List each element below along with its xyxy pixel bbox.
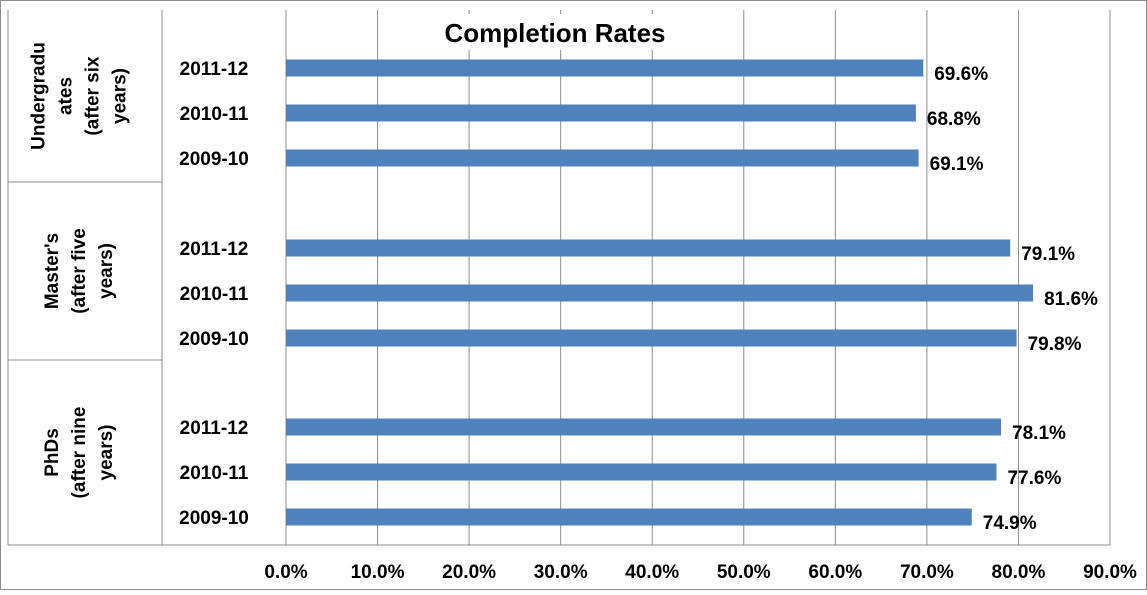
data-label: 69.1% <box>930 154 984 175</box>
category-label: 2010-11 <box>180 104 249 125</box>
x-tick-label: 60.0% <box>808 562 862 583</box>
category-label: 2011-12 <box>180 239 249 260</box>
group-label: years) <box>96 243 117 299</box>
bar <box>286 508 972 526</box>
x-tick-label: 70.0% <box>900 562 954 583</box>
category-label: 2009-10 <box>179 149 249 170</box>
x-tick-label: 30.0% <box>534 562 588 583</box>
x-tick-label: 80.0% <box>992 562 1046 583</box>
category-label: 2010-11 <box>180 284 249 305</box>
category-label: 2009-10 <box>179 508 249 529</box>
x-tick-label: 90.0% <box>1083 562 1137 583</box>
data-label: 81.6% <box>1044 289 1098 310</box>
data-label: 79.1% <box>1021 244 1075 265</box>
bar <box>286 59 924 77</box>
title-area: Completion Rates <box>407 14 703 50</box>
bar <box>286 149 919 167</box>
group-label: (after nine <box>69 407 90 499</box>
group-label: years) <box>96 425 117 481</box>
bars <box>286 59 1034 526</box>
data-label: 74.9% <box>983 513 1037 534</box>
category-label: 2009-10 <box>179 329 249 350</box>
category-label: 2011-12 <box>180 59 249 80</box>
group-label: PhDs <box>42 428 63 477</box>
bar <box>286 239 1011 257</box>
category-frame <box>7 10 1110 546</box>
data-label: 77.6% <box>1007 468 1061 489</box>
x-tick-label: 40.0% <box>625 562 679 583</box>
chart-title: Completion Rates <box>444 18 665 48</box>
bar <box>286 284 1034 302</box>
bar <box>286 329 1017 347</box>
category-label: 2010-11 <box>180 463 249 484</box>
data-label: 68.8% <box>927 109 981 130</box>
x-tick-label: 50.0% <box>717 562 771 583</box>
group-label: years) <box>110 68 131 124</box>
data-label: 69.6% <box>934 64 988 85</box>
data-label: 78.1% <box>1012 423 1066 444</box>
x-tick-label: 10.0% <box>351 562 405 583</box>
group-label: Master's <box>42 233 63 309</box>
chart-title-background <box>407 14 703 50</box>
bar <box>286 463 997 481</box>
group-label: (after six <box>83 56 104 136</box>
x-tick-label: 0.0% <box>264 562 307 583</box>
bar <box>286 104 916 122</box>
category-label: 2011-12 <box>180 418 249 439</box>
group-label: Undergradu <box>29 42 50 150</box>
group-label: (after five <box>69 228 90 314</box>
x-tick-label: 20.0% <box>442 562 496 583</box>
group-label: ates <box>56 77 77 115</box>
labels: 0.0% 10.0% 20.0% 30.0% 40.0% 50.0% 60.0% 70.0% 8… <box>29 42 1138 583</box>
data-label: 79.8% <box>1028 334 1082 355</box>
bar <box>286 418 1002 436</box>
